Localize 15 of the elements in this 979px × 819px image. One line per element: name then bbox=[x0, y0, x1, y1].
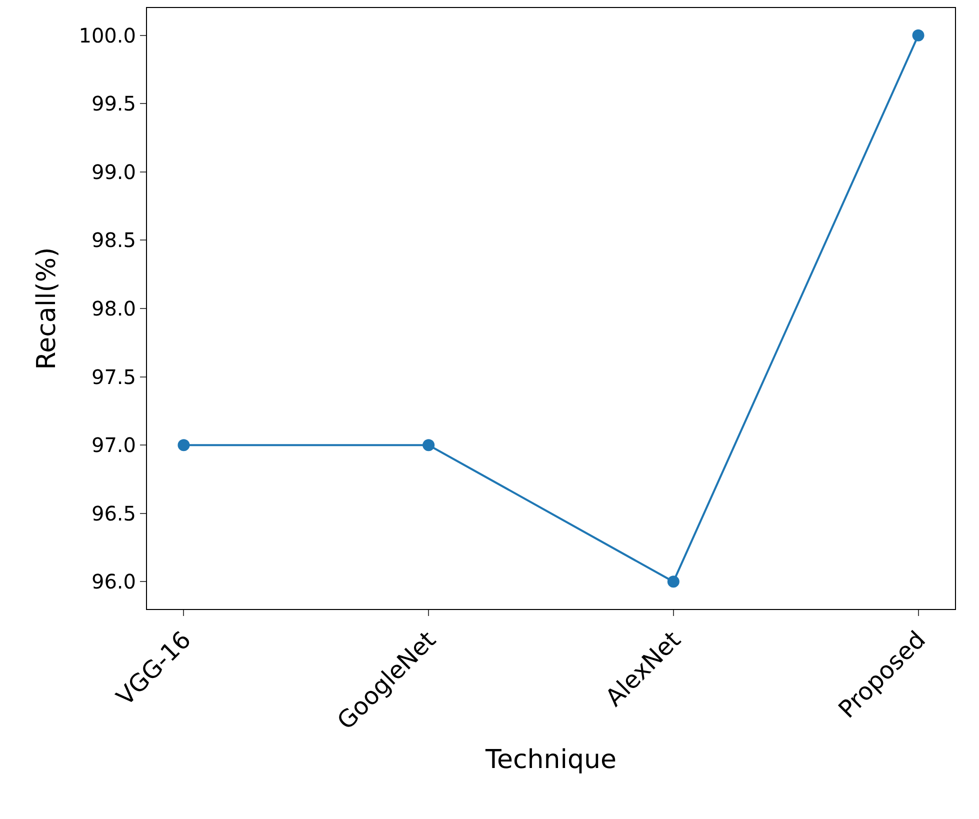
y-tick-label: 98.5 bbox=[91, 228, 136, 252]
y-tick-label: 97.5 bbox=[91, 364, 136, 389]
y-tick-label: 97.0 bbox=[91, 433, 136, 458]
y-tick-label: 99.0 bbox=[91, 160, 136, 184]
point bbox=[422, 439, 435, 452]
point bbox=[667, 576, 680, 588]
y-tick-label: 96.5 bbox=[91, 501, 136, 526]
y-tick-label: 100.0 bbox=[78, 23, 136, 48]
y-tick-label: 99.5 bbox=[91, 92, 136, 116]
y-tick-label: 98.0 bbox=[91, 296, 136, 320]
y-tick-label: 96.0 bbox=[91, 570, 136, 594]
x-axis-title: Technique bbox=[484, 744, 616, 775]
point bbox=[912, 29, 924, 42]
point bbox=[178, 439, 190, 452]
y-axis-title: Recall(%) bbox=[32, 247, 62, 370]
